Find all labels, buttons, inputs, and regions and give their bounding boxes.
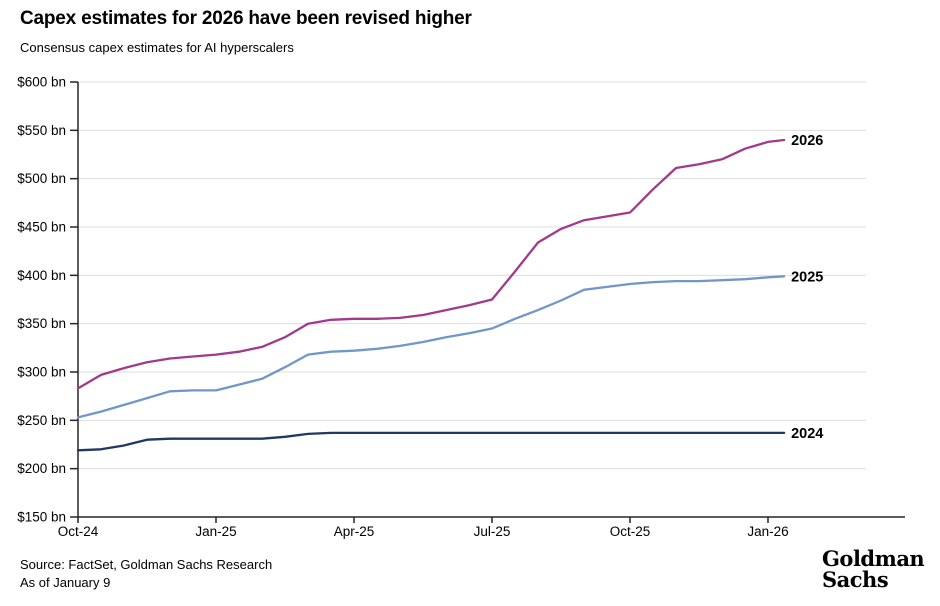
y-tick-label-300: $300 bn (17, 365, 66, 380)
y-tick-label-350: $350 bn (17, 316, 66, 331)
source-line: Source: FactSet, Goldman Sachs Research (20, 557, 273, 572)
series-label-2026: 2026 (791, 133, 823, 149)
x-tick-label-Oct-25: Oct-25 (610, 524, 651, 539)
series-label-2024: 2024 (791, 426, 823, 442)
chart-subtitle: Consensus capex estimates for AI hypersc… (20, 40, 294, 55)
x-tick-label-Jan-25: Jan-25 (195, 524, 236, 539)
y-tick-label-500: $500 bn (17, 171, 66, 186)
source-note: Source: FactSet, Goldman Sachs Research … (20, 556, 272, 592)
series-line-2024 (76, 431, 786, 452)
chart-title: Capex estimates for 2026 have been revis… (20, 8, 472, 29)
as-of-line: As of January 9 (20, 575, 111, 590)
logo-line-2: Sachs (822, 567, 889, 592)
series-label-2025: 2025 (791, 269, 823, 285)
y-tick-label-250: $250 bn (17, 413, 66, 428)
y-tick-label-450: $450 bn (17, 220, 66, 235)
goldman-sachs-logo: Goldman Sachs (822, 546, 925, 592)
x-tick-label-Oct-24: Oct-24 (58, 524, 99, 539)
series-line-2025 (76, 275, 786, 419)
y-tick-label-200: $200 bn (17, 461, 66, 476)
x-tick-label-Jul-25: Jul-25 (474, 524, 511, 539)
x-tick-label-Apr-25: Apr-25 (334, 524, 375, 539)
logo-line-1: Goldman (822, 546, 925, 571)
y-tick-label-600: $600 bn (17, 75, 66, 90)
y-tick-label-550: $550 bn (17, 123, 66, 138)
x-tick-label-Jan-26: Jan-26 (747, 524, 788, 539)
y-tick-label-400: $400 bn (17, 268, 66, 283)
series-line-2026 (76, 138, 786, 390)
y-tick-label-150: $150 bn (17, 510, 66, 525)
